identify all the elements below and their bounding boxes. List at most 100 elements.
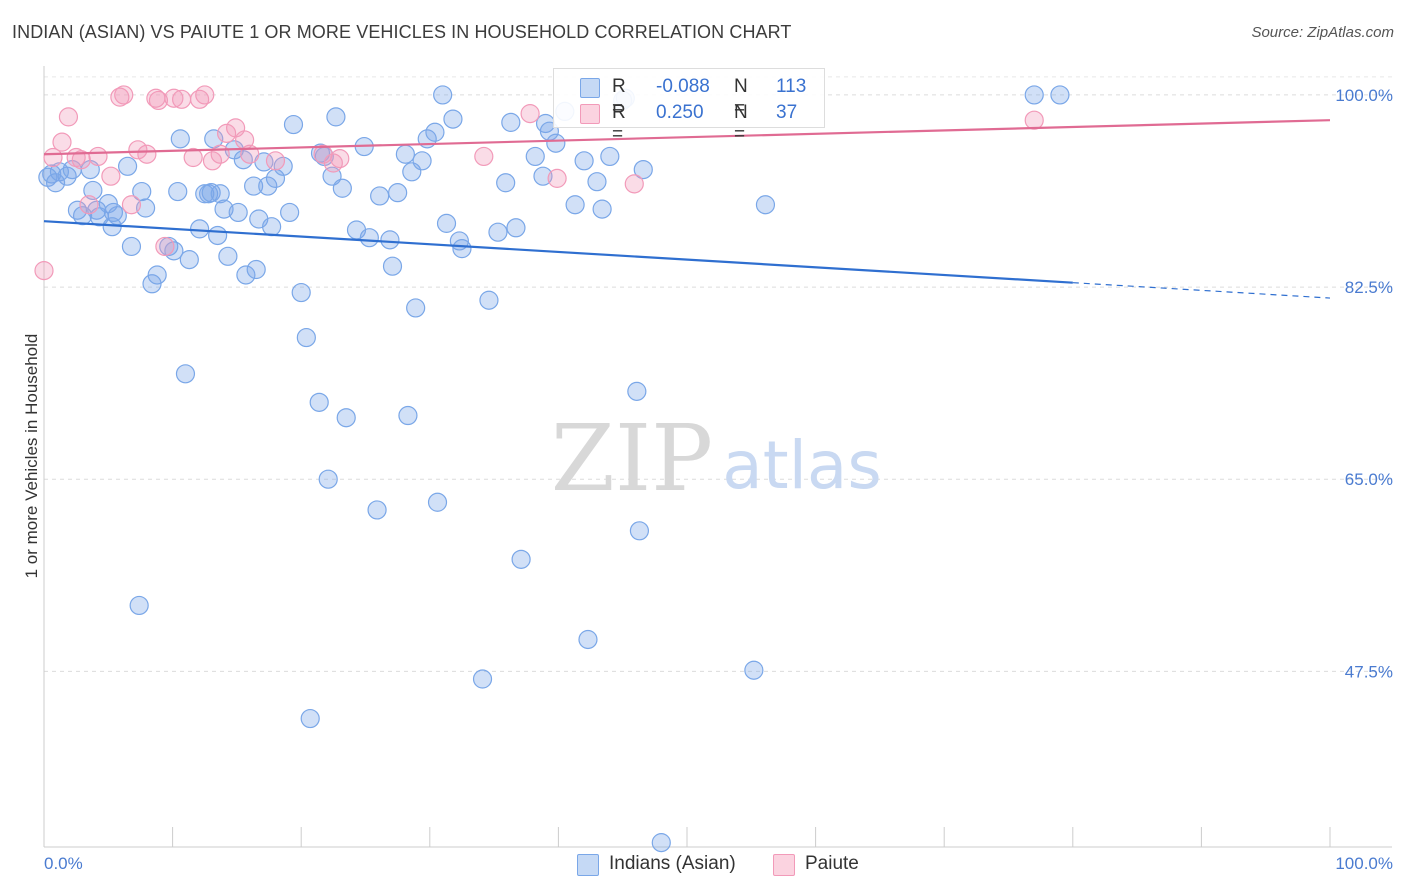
point-paiute — [79, 195, 99, 215]
point-paiute — [121, 195, 142, 215]
trend-line-paiute — [43, 119, 1331, 156]
point-indians-asian — [210, 184, 230, 204]
point-indians-asian — [83, 180, 103, 201]
point-indians-asian — [244, 176, 264, 196]
point-paiute — [137, 144, 157, 164]
legend-n-value: 113 — [776, 76, 807, 97]
point-indians-asian — [452, 239, 472, 259]
point-indians-asian — [479, 290, 499, 310]
point-indians-asian — [506, 218, 526, 238]
point-indians-asian — [190, 219, 210, 239]
point-indians-asian — [300, 708, 320, 729]
point-paiute — [71, 150, 91, 170]
stats-legend: R = -0.088 N = 113 R = 0.250 N = 37 — [553, 68, 825, 145]
point-indians-asian — [425, 122, 445, 142]
point-indians-asian — [359, 228, 379, 248]
point-indians-asian — [309, 392, 329, 412]
point-indians-asian — [395, 144, 415, 164]
point-paiute — [155, 236, 175, 257]
point-indians-asian — [67, 200, 88, 220]
watermark: ZIP atlas — [551, 405, 882, 512]
point-indians-asian — [367, 500, 387, 520]
point-indians-asian — [511, 549, 531, 569]
point-indians-asian — [565, 195, 585, 215]
point-paiute — [164, 88, 184, 108]
point-indians-asian — [121, 236, 142, 257]
legend-n-label: N = — [734, 102, 748, 145]
point-indians-asian — [103, 202, 124, 223]
point-indians-asian — [574, 151, 594, 171]
point-paiute — [52, 132, 72, 152]
point-paiute — [88, 146, 108, 167]
point-paiute — [624, 174, 644, 194]
legend-swatch-blue — [580, 78, 600, 98]
point-indians-asian — [1050, 85, 1070, 105]
point-indians-asian — [755, 195, 776, 215]
legend-n-value: 37 — [776, 102, 798, 123]
point-indians-asian — [258, 176, 278, 196]
point-indians-asian — [57, 166, 77, 186]
trend-line-indians-asian — [43, 220, 1073, 284]
point-indians-asian — [336, 408, 356, 428]
point-indians-asian — [525, 146, 545, 167]
point-indians-asian — [380, 230, 400, 250]
point-indians-asian — [443, 109, 463, 129]
point-indians-asian — [592, 199, 612, 219]
series-indians-asian — [38, 85, 1070, 853]
point-indians-asian — [546, 133, 566, 153]
point-indians-asian — [129, 595, 149, 616]
point-indians-asian — [208, 225, 228, 246]
y-tick-label: 65.0% — [1345, 470, 1393, 489]
point-indians-asian — [433, 85, 453, 105]
point-indians-asian — [627, 381, 647, 401]
legend-r-label: R = — [612, 102, 626, 145]
point-paiute — [172, 89, 192, 109]
point-paiute — [547, 168, 567, 188]
watermark-atlas: atlas — [722, 427, 882, 504]
point-indians-asian — [633, 159, 653, 180]
chart-title: INDIAN (ASIAN) VS PAIUTE 1 OR MORE VEHIC… — [12, 22, 792, 42]
axes — [43, 66, 1392, 848]
x-tick-label: 0.0% — [44, 854, 83, 873]
point-paiute — [114, 85, 134, 105]
point-indians-asian — [283, 114, 304, 135]
point-indians-asian — [651, 833, 671, 853]
point-indians-asian — [406, 298, 426, 318]
point-indians-asian — [164, 241, 184, 261]
point-indians-asian — [175, 364, 196, 384]
point-indians-asian — [246, 259, 266, 280]
point-indians-asian — [436, 213, 457, 233]
point-indians-asian — [280, 202, 300, 223]
point-indians-asian — [388, 183, 408, 203]
legend-r-value: 0.250 — [656, 102, 704, 123]
bottom-legend-label: Paiute — [805, 853, 859, 874]
y-tick-label: 100.0% — [1335, 86, 1393, 105]
bottom-legend-swatch-blue — [577, 854, 599, 876]
point-paiute — [148, 90, 169, 111]
point-paiute — [520, 104, 540, 124]
point-indians-asian — [326, 107, 346, 127]
point-indians-asian — [578, 629, 598, 650]
watermark-zip: ZIP — [551, 405, 713, 512]
legend-r-label: R = — [612, 76, 626, 119]
point-paiute — [265, 151, 286, 171]
point-paiute — [128, 140, 148, 160]
point-paiute — [183, 147, 203, 168]
point-paiute — [195, 85, 215, 105]
point-indians-asian — [1024, 85, 1044, 105]
point-indians-asian — [168, 181, 188, 202]
point-indians-asian — [600, 146, 620, 167]
point-indians-asian — [587, 172, 607, 192]
point-indians-asian — [332, 178, 352, 198]
trend-lines — [43, 119, 1331, 299]
point-indians-asian — [472, 669, 493, 689]
tick-labels: 47.5% 65.0% 82.5% 100.0% 0.0% 100.0% — [44, 86, 1393, 873]
legend-n-label: N = — [734, 76, 748, 119]
y-tick-label: 47.5% — [1345, 662, 1393, 681]
point-indians-asian — [501, 112, 521, 132]
point-indians-asian — [214, 199, 234, 219]
point-paiute — [1024, 110, 1044, 130]
point-indians-asian — [744, 660, 764, 680]
legend-swatch-pink — [580, 104, 600, 124]
point-paiute — [217, 123, 237, 143]
